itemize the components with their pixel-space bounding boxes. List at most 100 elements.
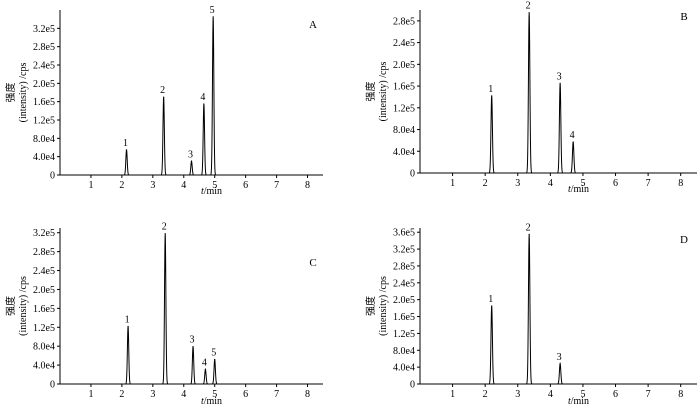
peak-label: 1 [488, 84, 493, 95]
y-tick-label: 2.8e5 [393, 16, 415, 27]
peak-label: 5 [211, 347, 216, 358]
x-axis-var: t [568, 396, 571, 407]
x-tick-label: 4 [548, 389, 553, 400]
peak-apex [204, 368, 207, 370]
x-tick-label: 7 [646, 178, 651, 189]
peak-label: 1 [488, 294, 493, 305]
x-tick-label: 3 [150, 389, 155, 400]
x-axis-var: t [201, 186, 204, 197]
x-axis-unit: /min [571, 184, 589, 195]
peak-label: 5 [210, 5, 215, 16]
x-tick-label: 6 [243, 180, 248, 191]
x-tick-label: 7 [646, 389, 651, 400]
x-tick-label: 2 [119, 389, 124, 400]
y-tick-label: 8.0e4 [393, 125, 415, 136]
x-tick-label: 7 [274, 180, 279, 191]
chromatogram-trace [449, 234, 691, 385]
x-tick-label: 5 [580, 178, 585, 189]
y-tick-label: 1.6e5 [33, 97, 55, 108]
y-tick-label: 2.0e5 [393, 295, 415, 306]
peak-apex [528, 12, 530, 14]
y-tick-label: 4.0e4 [393, 147, 415, 158]
chromatogram-trace [449, 12, 691, 174]
x-axis-title: t/min [568, 184, 589, 195]
panel-letter: A [309, 19, 317, 31]
y-axis-title: 强度 (intensity) /cps [364, 276, 389, 336]
x-tick-label: 8 [305, 180, 310, 191]
peak-label: 3 [188, 149, 193, 160]
y-tick-label: 2.0e5 [393, 60, 415, 71]
y-tick-label: 1.2e5 [33, 116, 55, 127]
x-tick-label: 6 [243, 389, 248, 400]
x-axis-title: t/min [201, 186, 222, 197]
x-tick-label: 6 [613, 389, 618, 400]
y-axis-title-en: (intensity) /cps [378, 62, 389, 122]
panel-letter: C [309, 257, 316, 269]
y-tick-label: 2.8e5 [33, 247, 55, 258]
y-tick-label: 2.4e5 [393, 38, 415, 49]
x-axis-unit: /min [571, 396, 589, 407]
peak-apex [190, 160, 193, 162]
peak-apex [192, 346, 194, 348]
y-axis-title-en: (intensity) /cps [18, 276, 29, 336]
y-tick-label: 8.0e4 [393, 346, 415, 357]
y-tick-label: 2.0e5 [33, 285, 55, 296]
peak-apex [559, 363, 561, 365]
peak-apex [528, 233, 530, 235]
x-axis-title: t/min [568, 396, 589, 407]
x-tick-label: 7 [274, 389, 279, 400]
y-axis-title-en: (intensity) /cps [378, 276, 389, 336]
y-tick-label: 3.2e5 [33, 24, 55, 35]
panel-b: 1 2 3 4 5 6 7 8 0 4.0e4 8.0e4 1.2e5 1.6e5 2.0e5 2.4e5 2… [364, 1, 697, 195]
y-axis-title-cn: 强度 [4, 296, 17, 316]
peak-apex [203, 103, 205, 105]
y-tick-label: 2.0e5 [33, 79, 55, 90]
x-tick-label: 1 [88, 180, 93, 191]
peak-apex [163, 96, 165, 98]
x-axis-var: t [201, 396, 204, 407]
panel-c: 1 2 3 4 5 6 7 804.0e48.0e41.2e51.6e52.0e52.4e52… [4, 222, 323, 407]
x-axis-var: t [568, 184, 571, 195]
y-tick-label: 2.4e5 [33, 266, 55, 277]
x-tick-label: 5 [212, 180, 217, 191]
y-axis-title: 强度 (intensity) /cps [4, 276, 29, 336]
y-tick-label: 3.2e5 [33, 228, 55, 239]
y-tick-label: 0 [50, 171, 55, 182]
y-tick-label: 1.6e5 [393, 312, 415, 323]
peak-apex [214, 358, 216, 361]
peak-apex [212, 16, 214, 18]
x-tick-label: 5 [212, 389, 217, 400]
panel-letter: B [680, 11, 687, 23]
peak-apex [572, 141, 574, 143]
y-tick-label: 8.0e4 [33, 134, 55, 145]
x-tick-label: 1 [450, 178, 455, 189]
x-tick-label: 2 [483, 178, 488, 189]
x-tick-label: 6 [613, 178, 618, 189]
x-axis-title: t/min [201, 396, 222, 407]
peak-label: 4 [570, 130, 575, 141]
peak-apex [127, 325, 129, 327]
y-tick-label: 0 [410, 169, 415, 180]
chromatogram-trace [87, 16, 317, 176]
peak-label: 4 [200, 92, 205, 103]
x-tick-label: 8 [305, 389, 310, 400]
peak-label: 3 [190, 335, 195, 346]
x-tick-label: 2 [483, 389, 488, 400]
x-axis-unit: /min [204, 396, 222, 407]
y-tick-label: 4.0e4 [33, 152, 55, 163]
peak-apex [164, 233, 166, 235]
y-axis-title-cn: 强度 [364, 82, 377, 102]
peak-label: 4 [202, 357, 207, 368]
panel-a: 1 2 3 4 5 6 7 8 0 4.0e4 8.0e4 1.2e5 1.6e5 2.0e5 2.4e5 2… [4, 5, 323, 197]
peak-apex [125, 149, 128, 151]
y-tick-label: 2.8e5 [33, 42, 55, 53]
y-tick-label: 4.0e4 [393, 363, 415, 374]
x-tick-label: 3 [515, 389, 520, 400]
peak-label: 2 [160, 85, 165, 96]
x-tick-label: 4 [181, 180, 186, 191]
y-tick-label: 3.2e5 [393, 245, 415, 256]
x-tick-label: 3 [150, 180, 155, 191]
x-tick-label: 2 [119, 180, 124, 191]
